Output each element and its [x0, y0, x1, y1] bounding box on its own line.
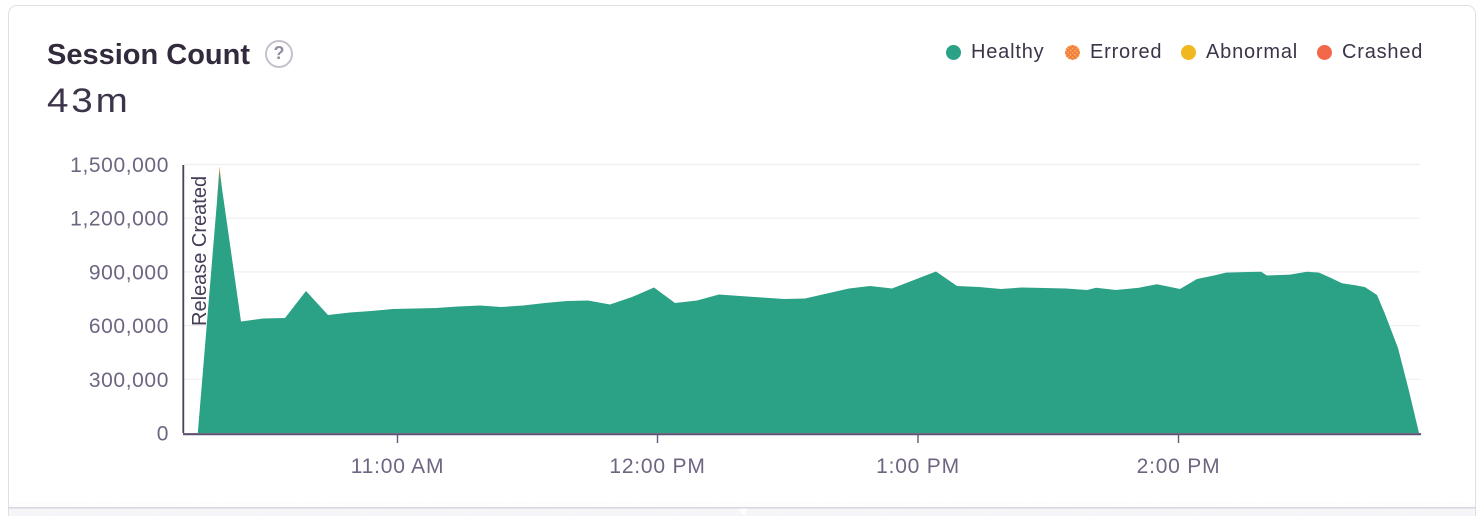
svg-text:600,000: 600,000 — [89, 315, 169, 338]
svg-text:1,500,000: 1,500,000 — [70, 154, 169, 177]
svg-text:0: 0 — [157, 423, 169, 446]
svg-text:300,000: 300,000 — [89, 369, 169, 392]
svg-text:1,200,000: 1,200,000 — [70, 208, 169, 231]
svg-text:12:00 PM: 12:00 PM — [609, 455, 705, 478]
svg-text:900,000: 900,000 — [89, 261, 169, 284]
svg-text:1:00 PM: 1:00 PM — [876, 455, 960, 478]
svg-text:Release Created: Release Created — [189, 176, 211, 326]
svg-text:2:00 PM: 2:00 PM — [1137, 455, 1221, 478]
svg-text:11:00 AM: 11:00 AM — [351, 455, 445, 478]
